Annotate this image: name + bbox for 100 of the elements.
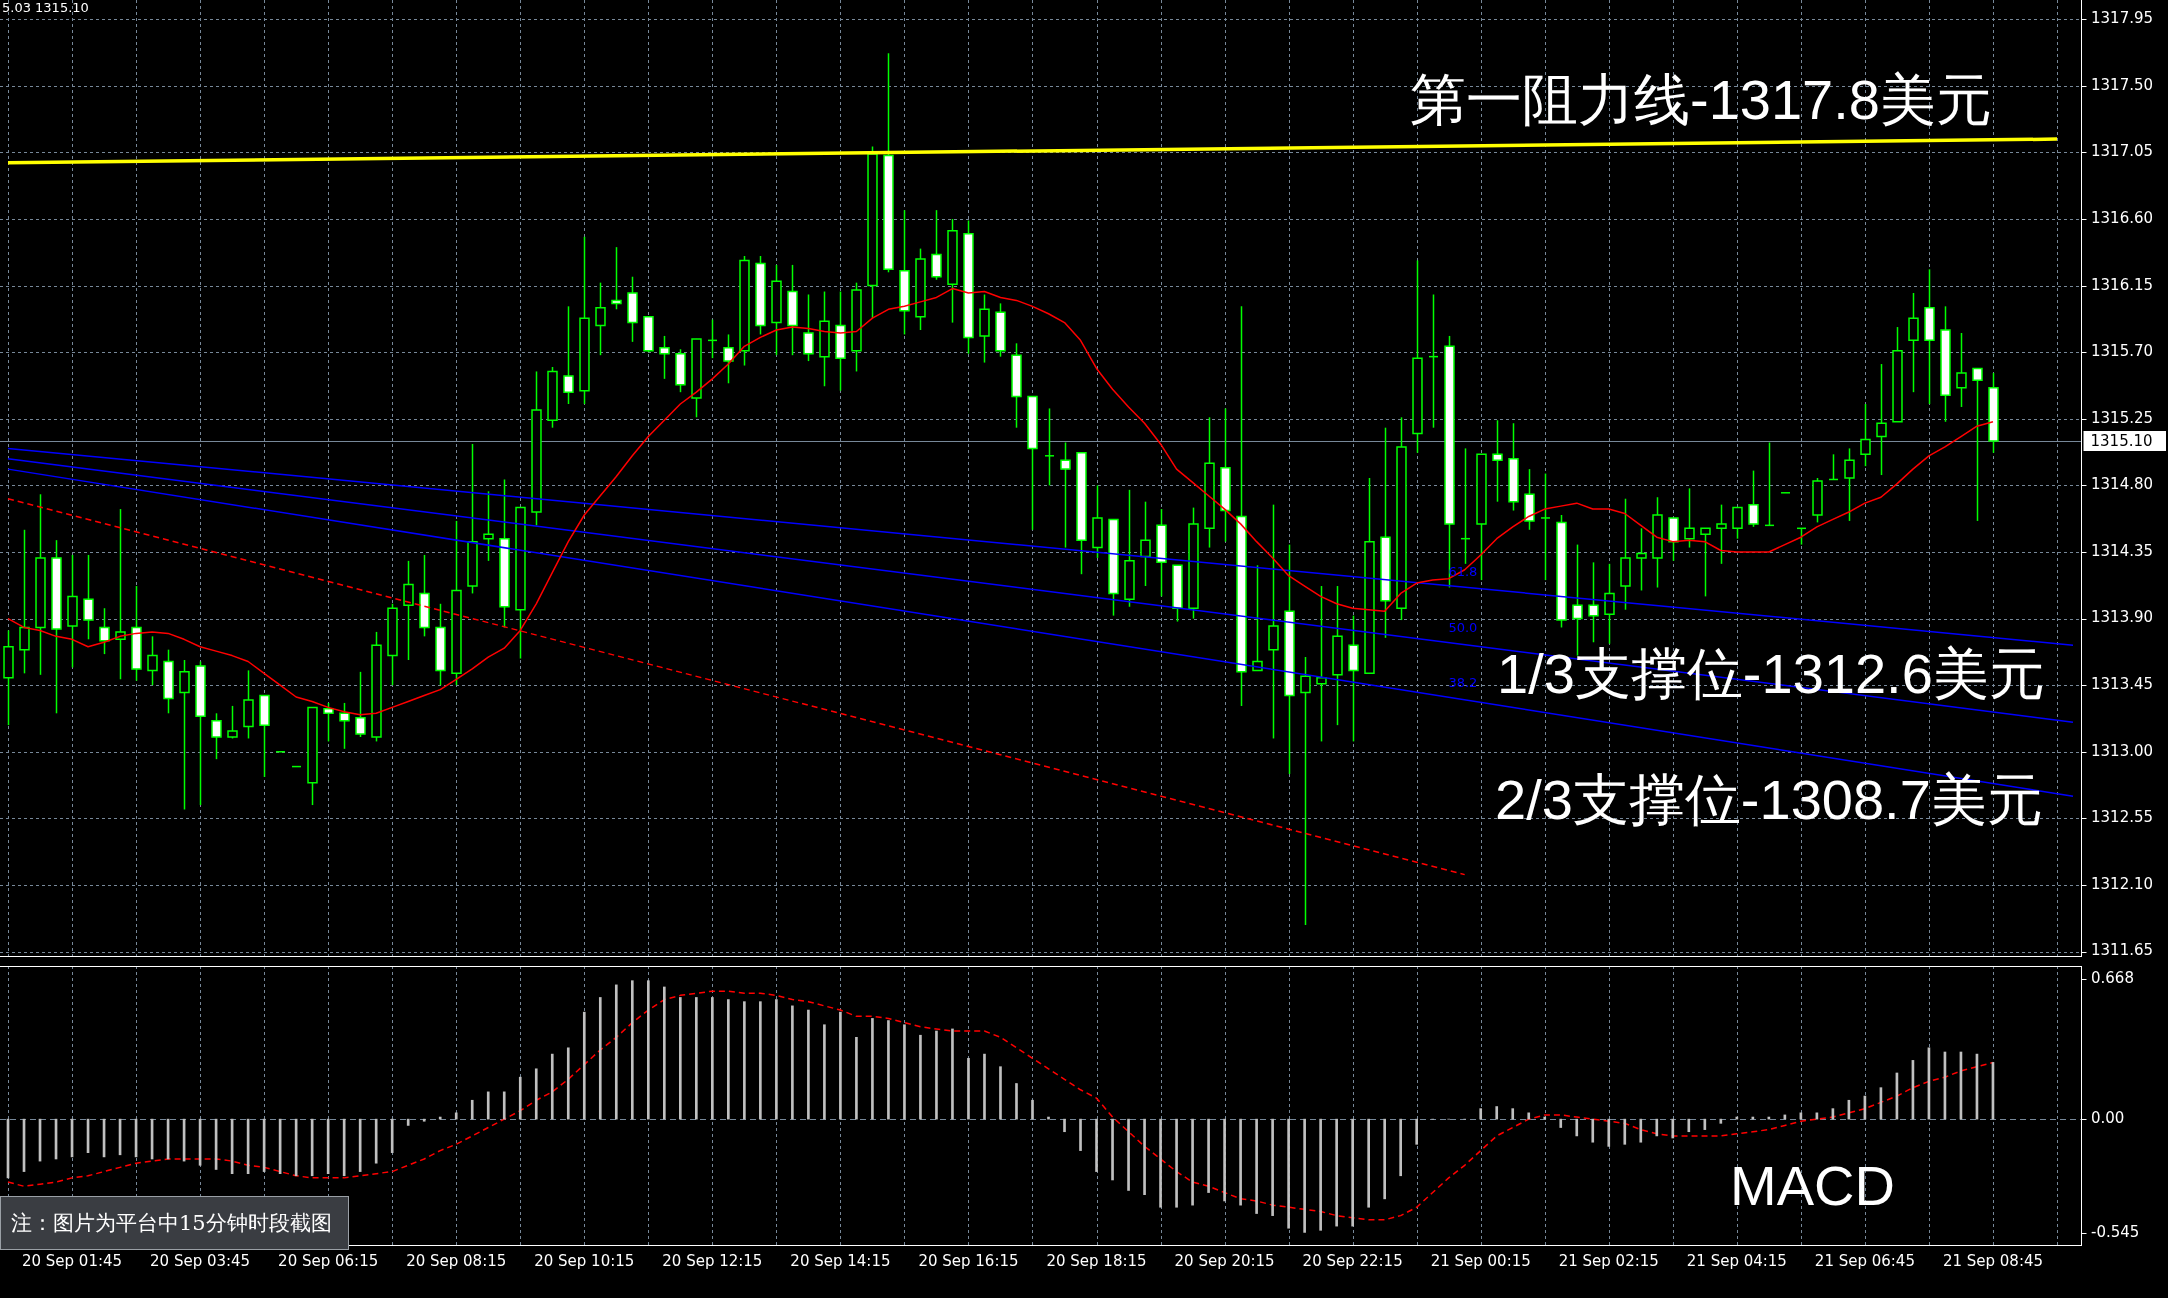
bar bbox=[1255, 1118, 1258, 1214]
bar bbox=[1223, 1118, 1226, 1202]
bar bbox=[1607, 1118, 1611, 1147]
bar bbox=[1207, 1118, 1210, 1193]
y-tick-label: 0.00 bbox=[2091, 1109, 2125, 1128]
bar bbox=[1639, 1118, 1643, 1143]
y-tick-label: 1314.35 bbox=[2091, 541, 2154, 560]
bar bbox=[1063, 1118, 1066, 1133]
y-tick-label: 1312.10 bbox=[2091, 874, 2154, 893]
bar bbox=[727, 999, 730, 1120]
bar bbox=[1415, 1118, 1419, 1145]
bar bbox=[662, 986, 666, 1120]
bar bbox=[1271, 1118, 1274, 1216]
bar bbox=[1079, 1118, 1082, 1151]
bar bbox=[1383, 1118, 1386, 1200]
x-tick-label: 20 Sep 03:45 bbox=[150, 1251, 251, 1270]
bar bbox=[422, 1118, 426, 1122]
bar bbox=[1335, 1118, 1338, 1227]
bar bbox=[614, 984, 618, 1120]
bar bbox=[935, 1030, 938, 1120]
bar bbox=[695, 997, 698, 1120]
bar bbox=[630, 980, 634, 1120]
x-tick-label: 21 Sep 02:15 bbox=[1558, 1251, 1659, 1270]
bar bbox=[1671, 1118, 1675, 1139]
bar bbox=[566, 1047, 570, 1120]
bar bbox=[454, 1112, 458, 1120]
candlestick bbox=[1044, 407, 1055, 487]
bar bbox=[502, 1091, 506, 1120]
bar bbox=[1175, 1118, 1178, 1208]
bar bbox=[406, 1118, 410, 1126]
bar bbox=[374, 1118, 378, 1164]
y-tick-label: 1315.70 bbox=[2091, 342, 2154, 361]
bar bbox=[743, 1001, 746, 1120]
bar bbox=[1655, 1118, 1659, 1137]
bar bbox=[582, 1011, 586, 1120]
x-tick-label: 20 Sep 22:15 bbox=[1302, 1251, 1403, 1270]
y-tick-label: -0.545 bbox=[2091, 1223, 2140, 1242]
bar bbox=[534, 1068, 538, 1120]
bar bbox=[951, 1028, 954, 1120]
bar bbox=[470, 1099, 474, 1120]
x-tick-label: 20 Sep 20:15 bbox=[1174, 1251, 1275, 1270]
bar bbox=[1191, 1118, 1194, 1206]
y-tick-label: 1317.05 bbox=[2091, 142, 2154, 161]
y-tick-label: 0.668 bbox=[2091, 968, 2134, 987]
y-tick-label: 1311.65 bbox=[2091, 941, 2154, 960]
annotation: MACD bbox=[1730, 1154, 1895, 1218]
bar bbox=[1031, 1099, 1034, 1120]
bar bbox=[1511, 1108, 1515, 1120]
bar bbox=[1719, 1118, 1723, 1124]
bar bbox=[1623, 1118, 1627, 1145]
bar bbox=[983, 1053, 986, 1120]
bar bbox=[791, 1005, 794, 1120]
y-tick-label: 1313.00 bbox=[2091, 741, 2154, 760]
series-label: 50.0 bbox=[1448, 620, 1478, 636]
bar bbox=[1495, 1106, 1499, 1120]
bar bbox=[823, 1024, 826, 1120]
bar bbox=[679, 997, 682, 1120]
y-tick-label: 1314.80 bbox=[2091, 475, 2154, 494]
bar bbox=[1287, 1118, 1290, 1229]
bar bbox=[711, 997, 714, 1120]
ref-line-label: 1315.10 bbox=[2090, 431, 2153, 450]
bar bbox=[1687, 1118, 1691, 1133]
bar bbox=[1111, 1118, 1114, 1181]
bar bbox=[598, 997, 602, 1120]
bar bbox=[1127, 1118, 1130, 1191]
y-tick-label: 1315.25 bbox=[2091, 408, 2154, 427]
x-tick-label: 21 Sep 06:45 bbox=[1814, 1251, 1915, 1270]
y-tick-label: 1316.15 bbox=[2091, 275, 2154, 294]
bar bbox=[1479, 1108, 1483, 1120]
bar bbox=[871, 1018, 874, 1120]
x-tick-label: 20 Sep 01:45 bbox=[21, 1251, 123, 1270]
bar bbox=[646, 980, 650, 1120]
series-label: 38.2 bbox=[1448, 675, 1478, 691]
x-tick-label: 20 Sep 14:15 bbox=[790, 1251, 891, 1270]
bar bbox=[775, 999, 778, 1120]
y-tick-label: 1317.50 bbox=[2091, 75, 2154, 94]
bar bbox=[839, 1011, 842, 1120]
bar bbox=[1239, 1118, 1242, 1206]
y-tick-label: 1316.60 bbox=[2091, 208, 2154, 227]
bar bbox=[1143, 1118, 1146, 1195]
x-tick-label: 20 Sep 16:15 bbox=[918, 1251, 1019, 1270]
bar bbox=[1303, 1118, 1306, 1233]
bar bbox=[486, 1091, 490, 1120]
x-tick-label: 21 Sep 04:15 bbox=[1686, 1251, 1787, 1270]
bar bbox=[1095, 1118, 1098, 1172]
bar bbox=[887, 1020, 890, 1120]
bar bbox=[855, 1036, 858, 1120]
y-tick-label: 1313.90 bbox=[2091, 608, 2154, 627]
bar bbox=[1367, 1118, 1370, 1208]
bar bbox=[759, 1001, 762, 1120]
y-tick-label: 1317.95 bbox=[2091, 9, 2154, 28]
bar bbox=[807, 1009, 810, 1120]
bar bbox=[518, 1076, 522, 1120]
bar bbox=[919, 1034, 922, 1120]
bar bbox=[1319, 1118, 1322, 1231]
bar bbox=[1159, 1118, 1162, 1208]
annotation: 第一阻力线-1317.8美元 bbox=[1410, 68, 1992, 132]
y-tick-label: 1313.45 bbox=[2091, 675, 2154, 694]
candlestick bbox=[1540, 472, 1551, 581]
bar bbox=[390, 1118, 394, 1154]
